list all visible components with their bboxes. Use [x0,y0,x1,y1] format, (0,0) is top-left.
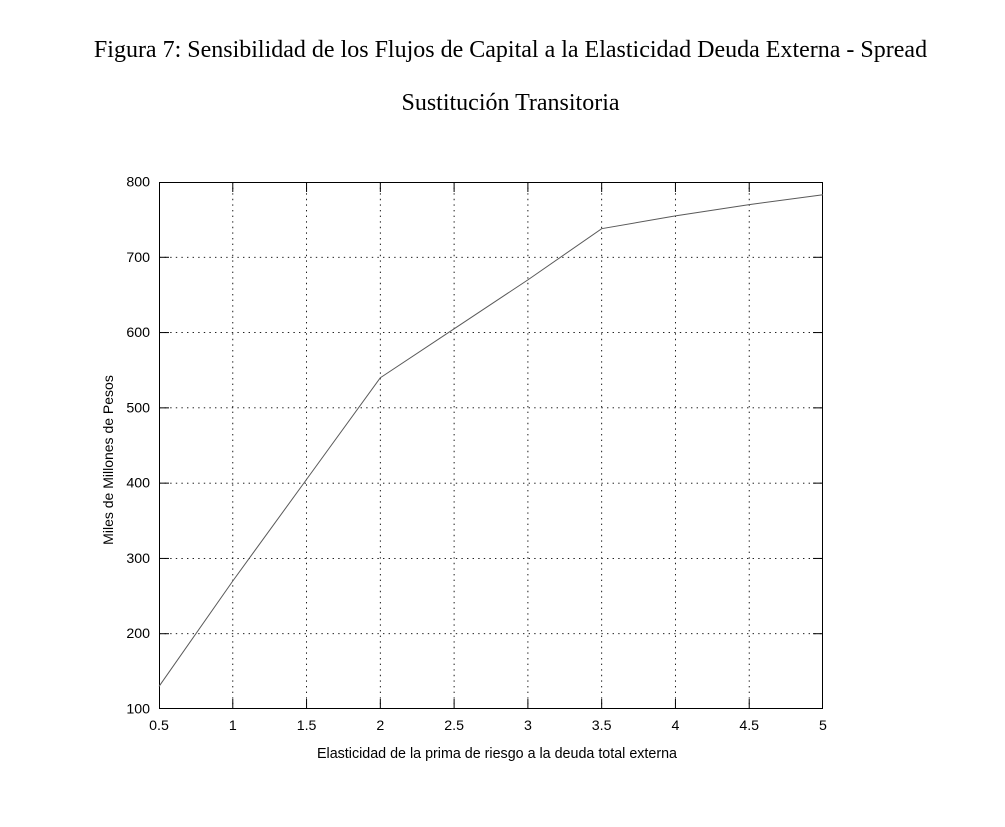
svg-text:Miles de Millones de Pesos: Miles de Millones de Pesos [100,375,116,545]
svg-text:2.5: 2.5 [444,718,464,734]
svg-text:700: 700 [126,250,150,266]
svg-text:600: 600 [126,325,150,341]
svg-text:5: 5 [819,718,827,734]
svg-text:1.5: 1.5 [297,718,317,734]
svg-text:3: 3 [524,718,532,734]
svg-text:0.5: 0.5 [149,718,169,734]
svg-text:4.5: 4.5 [739,718,759,734]
svg-text:800: 800 [126,175,150,191]
svg-text:1: 1 [229,718,237,734]
svg-text:100: 100 [126,702,150,718]
svg-text:300: 300 [126,551,150,567]
svg-text:4: 4 [671,718,679,734]
svg-text:200: 200 [126,626,150,642]
svg-text:Elasticidad de la prima de rie: Elasticidad de la prima de riesgo a la d… [317,746,677,762]
svg-text:3.5: 3.5 [592,718,612,734]
svg-text:400: 400 [126,476,150,492]
svg-text:2: 2 [376,718,384,734]
svg-text:500: 500 [126,400,150,416]
